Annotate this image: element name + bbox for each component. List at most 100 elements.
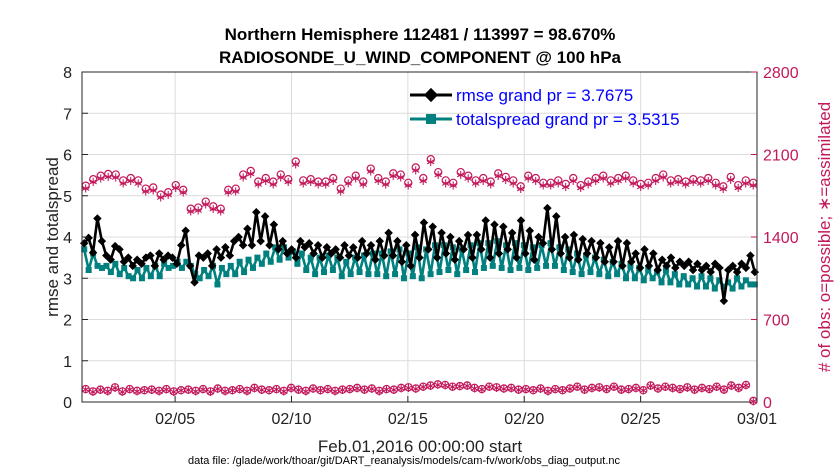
obs-low-assimilated-point: ∗ bbox=[315, 383, 326, 398]
totalspread-point bbox=[507, 267, 514, 273]
obs-low-assimilated-point: ∗ bbox=[418, 379, 429, 394]
totalspread-point bbox=[454, 271, 461, 278]
totalspread-point bbox=[329, 267, 336, 273]
rmse-point bbox=[327, 249, 336, 258]
totalspread-point bbox=[463, 267, 470, 273]
obs-assimilated-point: ∗ bbox=[268, 176, 279, 191]
totalspread-point bbox=[241, 269, 248, 276]
totalspread-point bbox=[716, 277, 723, 284]
obs-possible-point bbox=[149, 183, 158, 192]
obs-low-possible-point bbox=[279, 386, 288, 396]
rmse-point bbox=[596, 238, 605, 248]
obs-low-assimilated-point: ∗ bbox=[454, 379, 465, 394]
obs-possible-point bbox=[456, 167, 465, 177]
obs-possible-point bbox=[89, 175, 98, 184]
rmse-point bbox=[746, 251, 755, 260]
totalspread-point bbox=[156, 273, 163, 280]
obs-low-assimilated-point: ∗ bbox=[95, 382, 106, 397]
rmse-point bbox=[181, 226, 190, 236]
obs-assimilated-point: ∗ bbox=[635, 179, 646, 194]
totalspread-point bbox=[725, 279, 732, 286]
obs-possible-point bbox=[284, 175, 293, 184]
obs-assimilated-point: ∗ bbox=[410, 162, 421, 177]
obs-possible-point bbox=[516, 182, 525, 191]
obs-possible-point bbox=[276, 170, 285, 179]
obs-possible-point bbox=[531, 173, 540, 183]
obs-low-assimilated-point: ∗ bbox=[748, 393, 759, 408]
y-left-tick-label: 4 bbox=[63, 230, 72, 247]
obs-low-assimilated-point: ∗ bbox=[469, 380, 480, 395]
y-left-tick-label: 2 bbox=[63, 313, 72, 330]
obs-low-assimilated-point: ∗ bbox=[374, 383, 385, 398]
rmse-point bbox=[340, 241, 349, 250]
totalspread-point bbox=[694, 283, 701, 290]
rmse-point bbox=[719, 296, 729, 306]
totalspread-point bbox=[227, 262, 234, 269]
x-tick-label: 03/01 bbox=[737, 411, 777, 428]
y-right-tick-label: 2800 bbox=[763, 65, 799, 82]
obs-possible-point bbox=[651, 173, 660, 183]
obs-assimilated-point: ∗ bbox=[343, 175, 354, 190]
obs-assimilated-point: ∗ bbox=[500, 172, 511, 187]
totalspread-point bbox=[138, 275, 145, 282]
totalspread-point bbox=[298, 250, 305, 257]
obs-low-assimilated-point: ∗ bbox=[682, 380, 693, 395]
totalspread-point bbox=[747, 281, 754, 288]
totalspread-point bbox=[627, 262, 634, 269]
obs-possible-point bbox=[306, 175, 315, 184]
rmse-point bbox=[666, 253, 676, 262]
obs-assimilated-point: ∗ bbox=[710, 178, 721, 193]
rmse-point bbox=[640, 245, 649, 254]
rmse-point bbox=[693, 259, 702, 269]
obs-assimilated-point: ∗ bbox=[403, 178, 414, 193]
obs-possible-point bbox=[254, 177, 263, 186]
rmse-point bbox=[366, 241, 376, 250]
y-left-tick-label: 5 bbox=[63, 189, 72, 206]
obs-low-assimilated-point: ∗ bbox=[198, 382, 209, 397]
obs-possible-point bbox=[681, 177, 690, 186]
obs-low-assimilated-point: ∗ bbox=[741, 377, 752, 392]
totalspread-point bbox=[645, 267, 652, 273]
obs-assimilated-point: ∗ bbox=[163, 187, 174, 202]
obs-low-assimilated-point: ∗ bbox=[506, 380, 517, 395]
rmse-point bbox=[247, 240, 257, 250]
obs-assimilated-point: ∗ bbox=[253, 176, 264, 191]
rmse-point bbox=[600, 257, 610, 267]
obs-possible-point bbox=[494, 169, 503, 178]
rmse-point bbox=[653, 265, 662, 275]
totalspread-point bbox=[183, 258, 190, 265]
obs-assimilated-point: ∗ bbox=[508, 175, 519, 190]
totalspread-point bbox=[321, 269, 328, 276]
obs-assimilated-point: ∗ bbox=[560, 179, 571, 194]
obs-assimilated-point: ∗ bbox=[665, 175, 676, 190]
obs-assimilated-point: ∗ bbox=[523, 171, 534, 186]
totalspread-point bbox=[383, 273, 390, 280]
totalspread-point bbox=[543, 262, 550, 269]
obs-possible-point bbox=[291, 157, 300, 166]
totalspread-point bbox=[742, 277, 749, 284]
obs-assimilated-point: ∗ bbox=[530, 173, 541, 188]
obs-low-assimilated-point: ∗ bbox=[579, 382, 590, 397]
totalspread-point bbox=[294, 260, 301, 267]
obs-assimilated-point: ∗ bbox=[388, 168, 399, 183]
totalspread-point bbox=[751, 281, 758, 288]
obs-low-possible-point bbox=[536, 384, 545, 393]
legend-rmse-label: rmse grand pr = 3.7675 bbox=[456, 86, 633, 105]
rmse-point bbox=[450, 255, 460, 264]
obs-low-assimilated-point: ∗ bbox=[220, 383, 231, 398]
obs-assimilated-point: ∗ bbox=[448, 178, 459, 193]
obs-low-assimilated-point: ∗ bbox=[286, 380, 297, 395]
obs-assimilated-point: ∗ bbox=[583, 176, 594, 191]
rmse-point bbox=[225, 251, 235, 260]
obs-low-possible-point bbox=[110, 383, 120, 392]
y-right-tick-label: 1400 bbox=[763, 230, 799, 247]
rmse-point bbox=[675, 257, 685, 267]
obs-possible-point bbox=[471, 176, 480, 185]
obs-low-assimilated-point: ∗ bbox=[264, 383, 275, 398]
rmse-point bbox=[84, 233, 93, 243]
obs-possible-point bbox=[126, 173, 135, 183]
rmse-point bbox=[706, 267, 715, 277]
totalspread-point bbox=[170, 262, 177, 269]
rmse-point bbox=[468, 253, 477, 262]
obs-assimilated-point: ∗ bbox=[208, 201, 219, 216]
